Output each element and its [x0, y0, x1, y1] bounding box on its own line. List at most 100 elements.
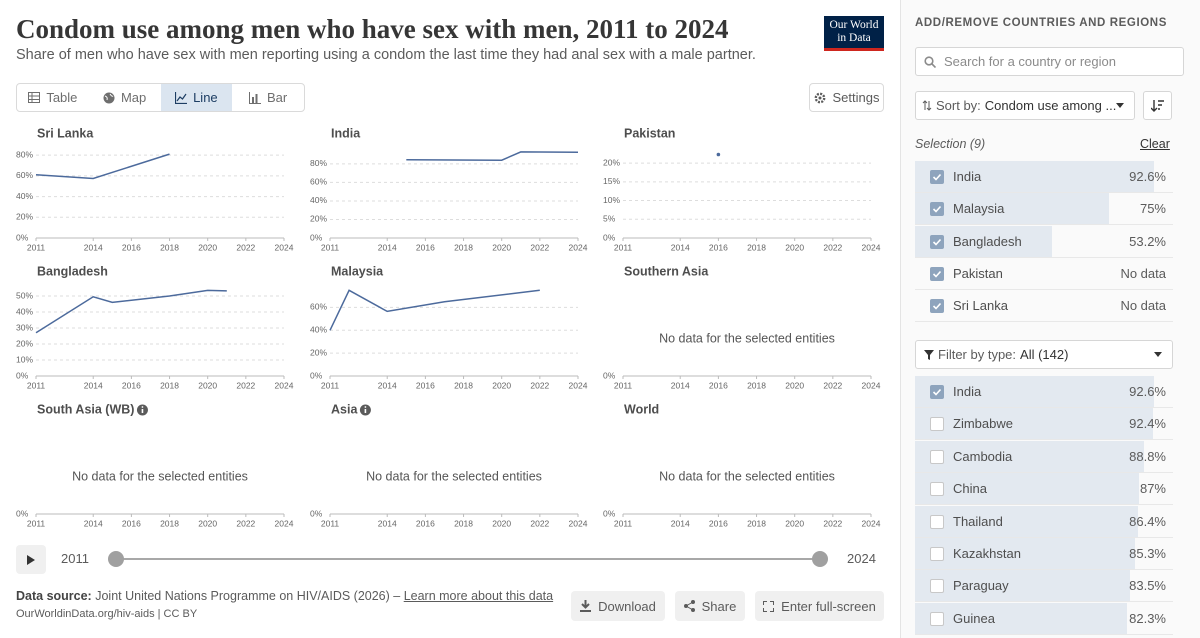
entity-row[interactable]: India 92.6%	[915, 376, 1173, 408]
logo[interactable]: Our World in Data	[824, 16, 884, 51]
entity-row[interactable]: Paraguay 83.5%	[915, 570, 1173, 603]
share-button[interactable]: Share	[675, 591, 745, 621]
line	[329, 289, 540, 331]
x-tick-label: 2020	[198, 518, 217, 528]
entity-row[interactable]: India 92.6%	[915, 161, 1173, 193]
tab[interactable]: Map	[89, 84, 161, 111]
checkbox[interactable]	[930, 449, 944, 464]
checkbox[interactable]	[930, 299, 944, 314]
entity-name: Cambodia	[953, 448, 1013, 464]
tab[interactable]: Table	[17, 84, 89, 111]
facet: South Asia (WB) 0%2011 2014 2016 2018 2020 202…	[16, 402, 294, 528]
facet-title: Bangladesh	[37, 264, 108, 278]
learn-more-link[interactable]: Learn more about this data	[403, 589, 554, 603]
logo-line: in Data	[837, 32, 871, 44]
small-multiples: Sri Lanka 0% 20% 40% 60% 80% 2011 2014 2016 2018 2…	[16, 126, 881, 528]
entity-value: 82.3%	[1129, 610, 1166, 626]
entity-name: India	[953, 384, 982, 399]
entity-row[interactable]: China 87%	[915, 473, 1173, 506]
x-tick-label: 2024	[569, 242, 588, 252]
checkbox[interactable]	[930, 482, 944, 497]
logo-line: Our World	[829, 19, 879, 31]
x-tick-label: 2020	[785, 380, 804, 390]
checkbox[interactable]	[930, 202, 944, 217]
x-tick-label: 2018	[747, 380, 766, 390]
checkbox[interactable]	[930, 385, 944, 399]
tab-label: Table	[46, 90, 78, 105]
facet: Bangladesh 0% 10% 20% 30% 40% 50% 2011 2014 2016 2…	[16, 264, 294, 390]
x-tick-label: 2011	[27, 518, 46, 528]
entity-row[interactable]: Thailand 86.4%	[915, 505, 1173, 538]
filter-dropdown[interactable]: Filter by type: All (142)	[915, 340, 1173, 369]
value-bar	[915, 161, 1154, 192]
no-data-note: No data for the selected entities	[366, 469, 542, 483]
play-button[interactable]	[16, 545, 46, 574]
x-tick-label: 2018	[747, 242, 766, 252]
x-tick-label: 2018	[160, 242, 179, 252]
entity-value: 86.4%	[1129, 513, 1166, 529]
info-icon-stem	[364, 409, 367, 413]
checkbox[interactable]	[930, 234, 944, 249]
fullscreen-button[interactable]: Enter full-screen	[755, 591, 884, 621]
checkbox[interactable]	[930, 547, 944, 561]
y-tick-label: 0%	[16, 370, 29, 380]
entity-row[interactable]: Cambodia 88.8%	[915, 440, 1173, 473]
y-tick-label: 20%	[16, 338, 33, 348]
check-mark	[932, 303, 942, 310]
value-bar	[915, 193, 1109, 225]
timeline-slider[interactable]	[104, 547, 834, 571]
x-tick-label: 2011	[27, 242, 46, 252]
entity-name: India	[953, 169, 982, 184]
y-tick-label: 60%	[16, 170, 33, 180]
y-tick-label: 0%	[310, 232, 323, 242]
checkbox[interactable]	[930, 266, 944, 281]
no-data-note: No data for the selected entities	[659, 331, 835, 345]
checkbox[interactable]	[930, 514, 944, 529]
y-tick-label: 30%	[16, 322, 33, 332]
y-tick-label: 80%	[16, 149, 33, 159]
filter-label: Filter by type:	[938, 347, 1017, 362]
clear-button[interactable]: Clear	[1140, 137, 1170, 151]
facet: Southern Asia 0%2011 2014 2016 2018 2020 2022 2…	[603, 264, 881, 390]
info-icon-stem	[141, 409, 144, 413]
x-tick-label: 2024	[275, 242, 294, 252]
check-mark	[932, 206, 942, 213]
checkbox[interactable]	[930, 170, 944, 184]
sort-dropdown[interactable]: Sort by: Condom use among ...	[915, 91, 1135, 120]
x-tick-label: 2018	[454, 242, 473, 252]
entity-value: 87%	[1139, 481, 1166, 497]
x-tick-label: 2014	[84, 518, 103, 528]
sort-order-button[interactable]	[1143, 91, 1172, 120]
tab-icon	[103, 92, 115, 103]
entity-row[interactable]: Guinea 82.3%	[915, 602, 1173, 635]
entity-row[interactable]: Pakistan No data	[915, 258, 1173, 290]
checkbox[interactable]	[930, 611, 944, 626]
download-button[interactable]: Download	[571, 591, 665, 621]
entity-name: Guinea	[953, 610, 995, 626]
timeline-handle[interactable]	[108, 551, 124, 567]
filter-value: All (142)	[1020, 347, 1069, 362]
entity-row[interactable]: Bangladesh 53.2%	[915, 225, 1173, 258]
checkbox[interactable]	[930, 579, 944, 594]
x-tick-label: 2024	[275, 380, 294, 390]
tab[interactable]: Bar	[232, 84, 304, 111]
y-tick-label: 40%	[310, 325, 327, 335]
facet: Pakistan 0% 5% 10% 15% 20% 2011 2014 2016 2018 202…	[603, 126, 881, 252]
entity-row[interactable]: Sri Lanka No data	[915, 290, 1173, 323]
search-box[interactable]: Search for a country or region	[915, 47, 1184, 76]
timeline-handle[interactable]	[812, 551, 828, 567]
x-tick-label: 2022	[530, 242, 549, 252]
entity-row[interactable]: Malaysia 75%	[915, 193, 1173, 226]
tab[interactable]: Line	[160, 84, 233, 111]
checkbox[interactable]	[930, 417, 944, 432]
sort-icon	[922, 100, 932, 111]
button-label: Share	[701, 598, 737, 614]
entity-row[interactable]: Kazakhstan 85.3%	[915, 538, 1173, 570]
entity-row[interactable]: Zimbabwe 92.4%	[915, 408, 1173, 441]
x-tick-label: 2016	[709, 242, 728, 252]
x-tick-label: 2016	[416, 380, 435, 390]
x-tick-label: 2016	[122, 518, 141, 528]
timeline-end: 2024	[847, 551, 876, 566]
settings-button[interactable]: Settings	[809, 83, 884, 112]
x-tick-label: 2014	[378, 518, 397, 528]
